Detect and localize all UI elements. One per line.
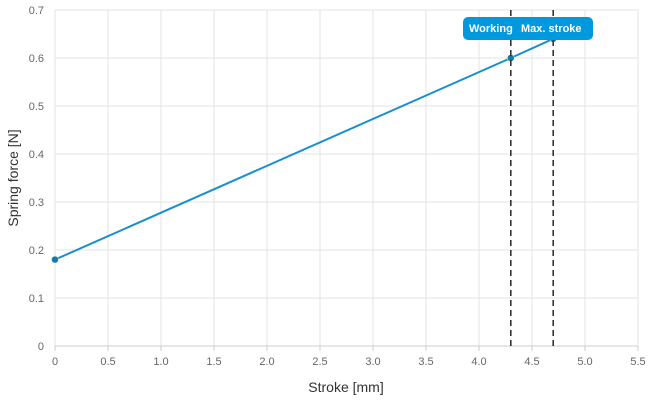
grid bbox=[54, 9, 639, 347]
x-tick-label: 5.0 bbox=[577, 356, 592, 368]
y-tick-label: 0.1 bbox=[29, 293, 44, 305]
y-axis-title: Spring force [N] bbox=[5, 129, 21, 226]
series-layer bbox=[51, 35, 557, 264]
y-tick-label: 0.4 bbox=[29, 149, 44, 161]
x-tick-label: 1.5 bbox=[206, 356, 221, 368]
series-line bbox=[54, 37, 554, 261]
y-tick-label: 0.6 bbox=[29, 53, 44, 65]
y-tick-label: 0.2 bbox=[29, 245, 44, 257]
x-tick-label: 4.5 bbox=[524, 356, 539, 368]
marker-label-max-stroke: Max. stroke bbox=[521, 23, 582, 35]
x-tick-label: 2.5 bbox=[312, 356, 327, 368]
y-tick-label: 0.3 bbox=[29, 197, 44, 209]
x-tick-label: 1.0 bbox=[153, 356, 168, 368]
x-tick-label: 3.5 bbox=[418, 356, 433, 368]
marker-tooltip: Working Max. stroke bbox=[463, 17, 593, 40]
tooltip-box bbox=[463, 17, 593, 40]
x-tick-label: 4.0 bbox=[471, 356, 486, 368]
data-point[interactable] bbox=[51, 255, 59, 264]
marker-label-working: Working bbox=[469, 23, 513, 35]
axes: 0 0.5 1.0 1.5 2.0 2.5 3.0 3.5 4.0 4.5 5.0 5.5 0 0.1 0.… bbox=[29, 5, 646, 368]
y-tick-label: 0.5 bbox=[29, 101, 44, 113]
stroke-markers bbox=[509, 10, 555, 346]
x-tick-label: 0.5 bbox=[100, 356, 115, 368]
x-axis-title: Stroke [mm] bbox=[308, 379, 383, 395]
x-tick-label: 0 bbox=[52, 356, 58, 368]
y-tick-label: 0.7 bbox=[29, 5, 44, 17]
x-tick-label: 2.0 bbox=[259, 356, 274, 368]
y-tick-label: 0 bbox=[38, 341, 44, 353]
x-tick-label: 5.5 bbox=[630, 356, 645, 368]
x-tick-label: 3.0 bbox=[365, 356, 380, 368]
